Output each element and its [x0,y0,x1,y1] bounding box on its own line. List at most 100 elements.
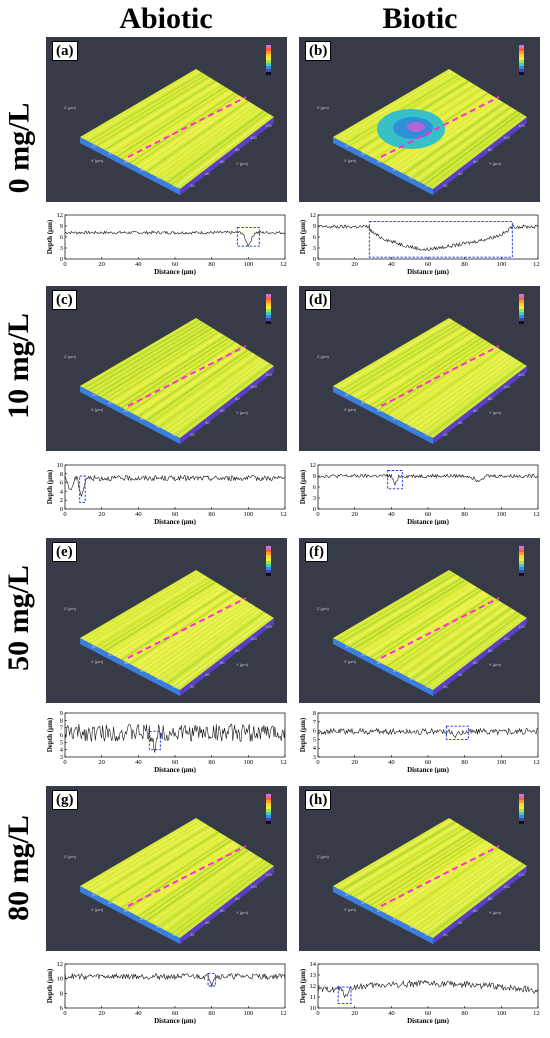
surface-ridge [336,70,453,140]
x-tick-label: 100 [496,511,506,518]
x-axis-label: X (μm) [91,907,104,912]
surface-render: X (μm) Y (μm) Z (μm) 20 20 40 40 60 60 80 80 100 100… [64,45,274,195]
color-scale-step [266,312,271,315]
x-tick-label: 40 [388,511,395,518]
highlight-box [148,730,161,751]
y-tick-label: 60 [473,408,478,413]
surface-ridge [163,357,262,430]
x-tick-label: 20 [351,261,358,268]
surface-plot-e: X (μm) Y (μm) Z (μm) 20 20 40 40 60 60 80 80 100 100… [46,538,287,703]
surface-ridge [108,583,219,654]
y-tick-label: 0 [313,506,316,513]
surface-ridge [133,595,239,667]
panel-letter: (d) [305,290,332,310]
plot-frame [317,214,539,260]
color-scale-step [519,818,524,821]
surface-ridge [370,335,479,406]
depth-profile-line [317,224,539,252]
surface-ridge [415,357,515,431]
surface-ridge [357,829,469,900]
surface-plot-a: X (μm) Y (μm) Z (μm) 20 20 40 40 60 60 80 80 100 100… [46,37,287,202]
surface-ridge [370,587,479,659]
y-tick-label: 120 [518,123,525,128]
x-tick-label: 60 [124,408,129,413]
color-scale-step [266,803,271,806]
surface-ridge [424,361,521,435]
depth-profile-a: 036912020406080100120Distance (μm)Depth … [46,211,287,275]
surface-ridge [158,106,258,179]
color-scale-step [266,45,271,48]
surface-side-left [333,638,433,696]
x-axis-label: Distance (μm) [154,268,197,275]
surface-render: X (μm) Y (μm) Z (μm) 20 20 40 40 60 60 80 80 100 100… [317,45,527,195]
x-tick-label: 20 [345,892,350,897]
x-tick-label: 60 [172,261,179,268]
x-tick-label: 40 [135,261,142,268]
color-scale-step [266,66,271,69]
x-tick-label: 40 [108,400,113,405]
row-label-80: 80 mg/L [2,815,35,921]
y-tick-label: 80 [488,147,493,152]
surface-ridge [150,851,252,924]
x-tick-label: 80 [208,759,215,766]
color-scale-step [266,818,271,821]
y-tick-label: 9 [60,710,63,717]
color-scale-step [266,546,271,549]
y-axis-label: Y (μm) [489,161,502,166]
x-axis-label: X (μm) [344,158,357,163]
color-scale-step [266,549,271,552]
x-tick-label: 100 [409,175,416,180]
surface-ridge [146,849,249,922]
surface-render: X (μm) Y (μm) Z (μm) 20 20 40 40 60 60 80 80 100 100… [64,294,274,444]
y-tick-label: 80 [235,147,240,152]
surface-ridge [175,114,272,188]
y-tick-label: 20 [190,432,195,437]
x-axis-label: X (μm) [91,158,104,163]
color-scale-step [519,549,524,552]
plot-frame [64,464,286,510]
y-tick-label: 120 [518,872,525,877]
x-tick-label: 40 [108,151,113,156]
surface-ridge [92,575,207,646]
x-tick-label: 40 [135,511,142,518]
corrosion-pit-center [407,122,425,132]
y-tick-label: 60 [220,660,225,665]
y-axis-label: Depth (μm) [299,968,307,1003]
y-tick-label: 20 [190,684,195,689]
surface-ridge [100,78,213,149]
color-scale-step [519,555,524,558]
y-tick-label: 12 [57,961,64,968]
y-axis-label: Depth (μm) [46,219,54,254]
surface-ridge [125,591,233,663]
x-tick-label: 20 [92,392,97,397]
surface-ridge [386,595,492,667]
plot-frame [317,712,539,758]
y-tick-label: 40 [458,920,463,925]
y-tick-label: 8 [60,717,63,724]
row-label-50: 50 mg/L [2,565,35,671]
surface-plot-g: X (μm) Y (μm) Z (μm) 20 20 40 40 60 60 80 80 100 100… [46,786,287,951]
section-line [380,345,500,407]
surface-ridge [104,80,216,151]
x-tick-label: 20 [98,511,105,518]
x-tick-label: 20 [92,143,97,148]
y-tick-label: 12 [310,462,317,469]
x-tick-label: 20 [345,392,350,397]
surface-ridge [96,825,210,896]
surface-ridge [341,321,456,391]
y-tick-label: 3 [313,754,316,761]
y-tick-label: 100 [250,884,257,889]
highlight-box [337,986,352,1005]
section-line [127,597,247,659]
y-tick-label: 80 [235,896,240,901]
x-tick-label: 100 [496,759,506,766]
surface-ridge [150,351,252,424]
surface-ridge [121,337,230,409]
x-tick-label: 120 [533,261,540,268]
surface-ridge [341,72,456,142]
x-axis-label: X (μm) [91,659,104,664]
y-axis-label: Y (μm) [236,662,249,667]
y-axis-label: Y (μm) [489,662,502,667]
surface-ridge [403,851,505,924]
y-tick-label: 40 [205,171,210,176]
